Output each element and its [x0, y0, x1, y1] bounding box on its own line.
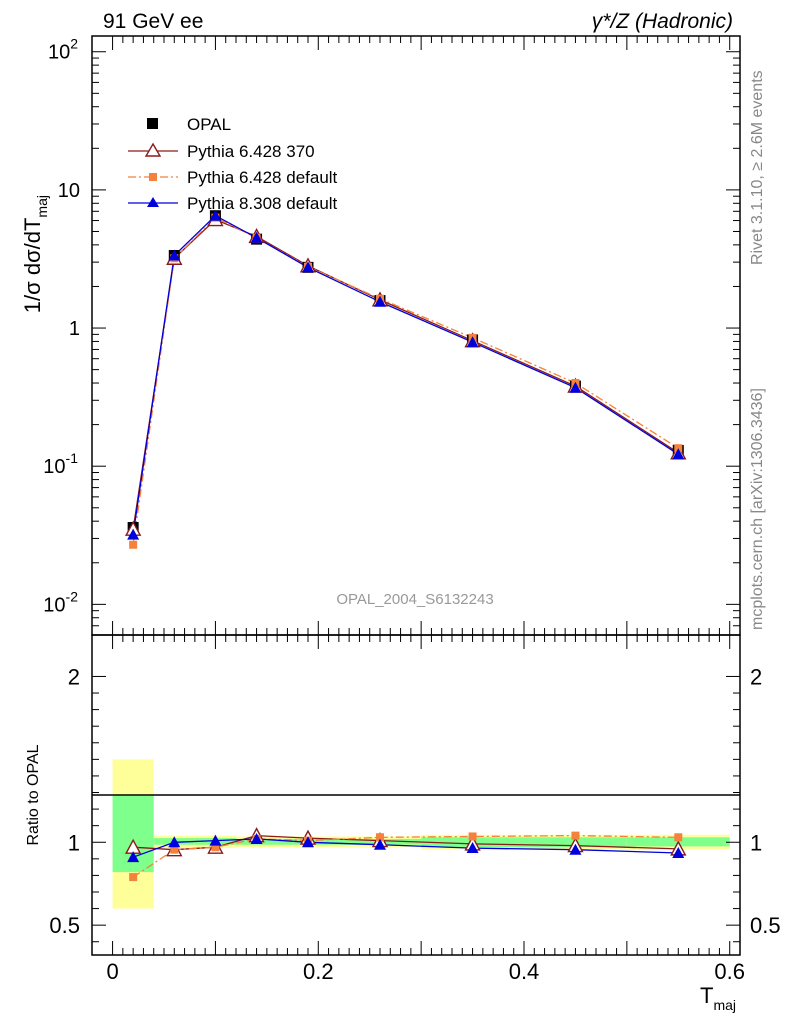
- mcplots-citation-note: mcplots.cern.ch [arXiv:1306.3436]: [749, 388, 766, 630]
- ratio-point-pythia-6-428-default: [129, 873, 138, 882]
- main-point-pythia-8-308-default: [466, 336, 479, 348]
- legend-item-pythia6-370: Pythia 6.428 370: [128, 142, 315, 161]
- ratio-panel-frame: [91, 634, 741, 956]
- legend-item-pythia6-default: Pythia 6.428 default: [128, 168, 338, 187]
- energy-label: 91 GeV ee: [103, 10, 203, 33]
- main-point-pythia-6-428-default: [129, 540, 138, 549]
- ratio-point-pythia-8-308-default: [569, 843, 582, 855]
- main-y-tick-label-base: 1: [69, 318, 80, 340]
- main-y-axis-label: 1/σ dσ/dTmaj: [20, 195, 50, 313]
- ratio-point-pythia-6-428-default: [571, 831, 580, 840]
- main-y-tick-label-exp: -1: [66, 450, 79, 466]
- legend-item-opal: OPAL: [147, 115, 231, 134]
- main-point-pythia-8-308-default: [569, 381, 582, 393]
- legend-label-pythia8-default: Pythia 8.308 default: [187, 194, 338, 213]
- ratio-y-tick-label-right: 2: [750, 664, 762, 689]
- main-point-pythia-8-308-default: [672, 448, 685, 460]
- main-y-tick-label-exp: 2: [70, 36, 78, 52]
- legend-label-pythia6-default: Pythia 6.428 default: [187, 168, 338, 187]
- x-tick-label: 0: [106, 959, 118, 984]
- ratio-point-pythia-6-428-default: [468, 832, 477, 841]
- ratio-point-pythia-8-308-default: [209, 834, 222, 846]
- main-point-pythia-6-428-default: [674, 444, 683, 453]
- x-tick-label: 0.6: [714, 959, 745, 984]
- ratio-point-pythia-8-308-default: [466, 842, 479, 854]
- main-y-tick-label: 10-2: [43, 588, 78, 616]
- legend-label-opal: OPAL: [187, 115, 231, 134]
- ratio-point-pythia-6-428-default: [376, 833, 384, 842]
- main-y-tick-label: 10-1: [43, 450, 78, 478]
- main-point-pythia-8-308-default: [168, 249, 181, 261]
- main-y-tick-label-exp: -2: [66, 588, 79, 604]
- legend-marker-pythia8-default: [147, 197, 159, 207]
- ratio-series-markers: [124, 827, 687, 882]
- legend-marker-opal: [147, 118, 158, 129]
- main-point-pythia-8-308-default: [250, 231, 263, 243]
- ratio-line-pythia-6-428-default: [132, 834, 679, 878]
- main-y-tick-label: 102: [48, 36, 78, 64]
- ratio-point-pythia-8-308-default: [672, 847, 685, 859]
- ratio-axis-ticks: 0.5 0.5 1 1 2 2 0 0.2 0.4 0.6: [49, 635, 781, 984]
- ratio-bands-layer: [112, 759, 730, 909]
- legend-marker-pythia6-370: [144, 142, 162, 157]
- ratio-point-pythia-6-428-default: [170, 845, 179, 854]
- ratio-point-pythia-8-308-default: [374, 838, 386, 850]
- ratio-point-pythia-6-428-default: [674, 833, 683, 842]
- legend: OPAL Pythia 6.428 370 Pythia 6.428 defau…: [128, 115, 338, 213]
- ratio-y-tick-label-left: 1: [68, 830, 80, 855]
- ratio-point-pythia-8-308-default: [168, 836, 181, 848]
- main-y-axis-label-text: 1/σ dσ/dT: [20, 218, 45, 314]
- x-axis-label-sub: maj: [713, 997, 736, 1013]
- main-line-pythia-8-308-default: [132, 214, 679, 535]
- main-y-tick-label: 1: [69, 318, 80, 340]
- legend-label-pythia6-370: Pythia 6.428 370: [187, 142, 315, 161]
- ratio-point-pythia-6-428-default: [211, 843, 220, 852]
- rivet-version-note: Rivet 3.1.10, ≥ 2.6M events: [749, 70, 766, 265]
- ratio-y-tick-label-left: 2: [68, 664, 80, 689]
- main-point-pythia-8-308-default: [209, 209, 222, 221]
- main-y-axis-label-sub: maj: [34, 195, 50, 218]
- main-series-markers: [124, 209, 687, 549]
- ratio-y-tick-label-right: 1: [750, 830, 762, 855]
- x-tick-label: 0.2: [303, 959, 334, 984]
- legend-item-pythia8-default: Pythia 8.308 default: [128, 194, 338, 213]
- process-label: γ*/Z (Hadronic): [592, 10, 733, 33]
- ratio-y-axis-label: Ratio to OPAL: [25, 744, 42, 845]
- main-point-pythia-8-308-default: [374, 295, 386, 307]
- main-y-tick-label-base: 10: [58, 180, 80, 202]
- x-axis-label: Tmaj: [700, 983, 736, 1013]
- x-tick-label: 0.4: [509, 959, 540, 984]
- main-y-tick-label: 10: [58, 180, 80, 202]
- main-line-pythia-6-428-default: [132, 216, 679, 545]
- main-point-pythia-8-308-default: [302, 261, 314, 273]
- analysis-id-label: OPAL_2004_S6132243: [336, 591, 493, 608]
- ratio-y-tick-label-right: 0.5: [750, 913, 781, 938]
- ratio-point-pythia-8-308-default: [250, 832, 263, 844]
- ratio-panel: 0.5 0.5 1 1 2 2 0 0.2 0.4 0.6 Ratio to OPAL Tmaj: [25, 634, 781, 1013]
- main-line-pythia-6-428-370: [132, 218, 679, 530]
- main-y-tick-label-base: 10: [43, 456, 65, 478]
- ratio-y-tick-label-left: 0.5: [49, 913, 80, 938]
- main-series-lines: [132, 214, 679, 545]
- x-axis-label-text: T: [700, 983, 713, 1008]
- ratio-point-pythia-8-308-default: [302, 836, 314, 848]
- legend-marker-pythia6-default: [149, 173, 157, 181]
- main-point-pythia-8-308-default: [127, 528, 140, 540]
- main-y-tick-label-base: 10: [43, 594, 65, 616]
- main-y-tick-label-base: 10: [48, 42, 70, 64]
- ratio-point-pythia-8-308-default: [127, 851, 140, 863]
